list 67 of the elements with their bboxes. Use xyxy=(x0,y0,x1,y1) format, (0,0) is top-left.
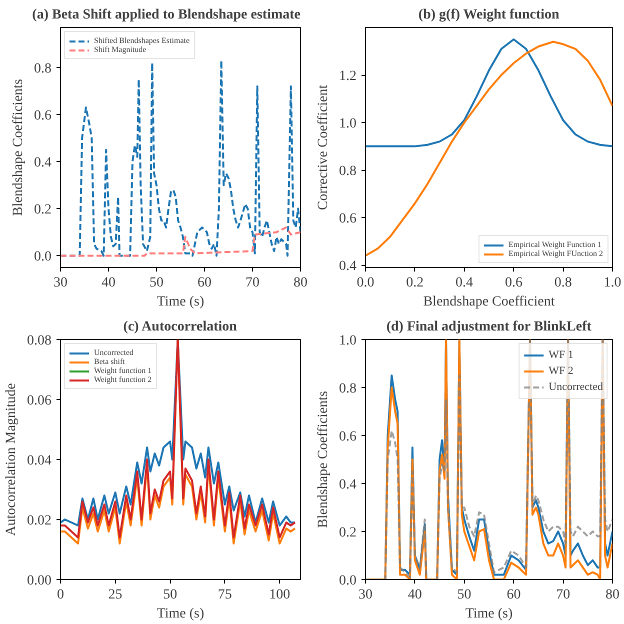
y-tick-label: 0.4 xyxy=(339,478,356,492)
x-tick-label: 75 xyxy=(218,588,232,602)
y-tick-label: 0.00 xyxy=(27,574,52,588)
x-axis-title: Time (s) xyxy=(465,606,513,622)
legend-label: Weight function 2 xyxy=(94,375,152,384)
legend-label: Uncorrected xyxy=(94,348,134,357)
legend-label: Uncorrected xyxy=(548,380,603,394)
y-tick-label: 0.4 xyxy=(34,156,52,171)
x-tick-label: 0.6 xyxy=(504,276,522,290)
y-tick-label: 0.02 xyxy=(27,514,52,528)
x-axis-title: Time (s) xyxy=(156,606,204,622)
y-tick-label: 0.0 xyxy=(34,250,52,265)
x-tick-label: 50 xyxy=(150,276,164,290)
legend-label: Shift Magnitude xyxy=(94,45,146,54)
legend-label: Beta shift xyxy=(94,357,125,366)
x-tick-label: 60 xyxy=(198,276,212,290)
y-tick-label: 0.0 xyxy=(339,574,356,588)
x-tick-label: 100 xyxy=(269,588,290,602)
x-tick-label: 25 xyxy=(108,588,122,602)
legend-label: WF 2 xyxy=(548,364,574,378)
y-tick-label: 0.08 xyxy=(27,334,52,348)
x-axis-title: Blendshape Coefficient xyxy=(423,294,555,310)
y-tick-label: 0.6 xyxy=(339,430,356,444)
x-tick-label: 30 xyxy=(54,276,68,290)
x-tick-label: 60 xyxy=(506,588,521,602)
y-axis-title: Blendshape Coefficients xyxy=(316,390,331,528)
legend-label: Empirical Weight Function 1 xyxy=(508,240,602,249)
y-tick-label: 0.2 xyxy=(34,202,52,218)
y-tick-label: 1.0 xyxy=(339,334,356,348)
y-axis-title: Corrective Coefficient xyxy=(316,84,331,210)
y-tick-label: 0.2 xyxy=(339,526,356,540)
x-tick-label: 0 xyxy=(57,588,64,602)
chart-title: (d) Final adjustment for BlinkLeft xyxy=(386,320,592,334)
x-tick-label: 0.4 xyxy=(456,276,474,290)
legend-label: Shifted Blendshapes Estimate xyxy=(94,36,190,45)
y-tick-label: 0.4 xyxy=(339,259,356,274)
x-tick-label: 0.0 xyxy=(356,276,374,290)
y-tick-label: 0.8 xyxy=(34,62,52,76)
chart-title: (c) Autocorrelation xyxy=(123,320,238,334)
y-tick-label: 1.0 xyxy=(339,116,356,132)
x-tick-label: 30 xyxy=(358,588,372,602)
x-tick-label: 50 xyxy=(163,588,178,602)
x-tick-label: 80 xyxy=(606,588,620,602)
legend-label: Empirical Weight FUnction 2 xyxy=(508,249,603,258)
y-axis-title: Autocorrelation Magnitude xyxy=(4,383,19,536)
x-tick-label: 80 xyxy=(294,276,308,290)
x-tick-label: 40 xyxy=(408,588,422,602)
y-tick-label: 0.04 xyxy=(27,454,52,468)
y-tick-label: 0.6 xyxy=(34,108,52,124)
y-tick-label: 0.06 xyxy=(27,394,52,408)
x-tick-label: 70 xyxy=(556,588,570,602)
x-tick-label: 0.2 xyxy=(406,276,424,290)
y-tick-label: 0.6 xyxy=(339,212,356,227)
y-tick-label: 0.8 xyxy=(339,382,356,396)
x-tick-label: 1.0 xyxy=(604,276,622,290)
x-tick-label: 50 xyxy=(457,588,472,602)
x-tick-label: 40 xyxy=(102,276,116,290)
legend-label: Weight function 1 xyxy=(94,366,152,375)
chart-title: (b) g(f) Weight function xyxy=(418,8,560,22)
y-tick-label: 1.2 xyxy=(339,69,356,84)
x-tick-label: 0.8 xyxy=(554,276,572,290)
x-tick-label: 70 xyxy=(246,276,260,290)
x-axis-title: Time (s) xyxy=(156,294,204,310)
legend-label: WF 1 xyxy=(548,348,574,362)
y-axis-title: Blendshape Coefficients xyxy=(11,78,26,216)
chart-title: (a) Beta Shift applied to Blendshape estimate xyxy=(32,8,301,22)
y-tick-label: 0.8 xyxy=(339,164,356,180)
